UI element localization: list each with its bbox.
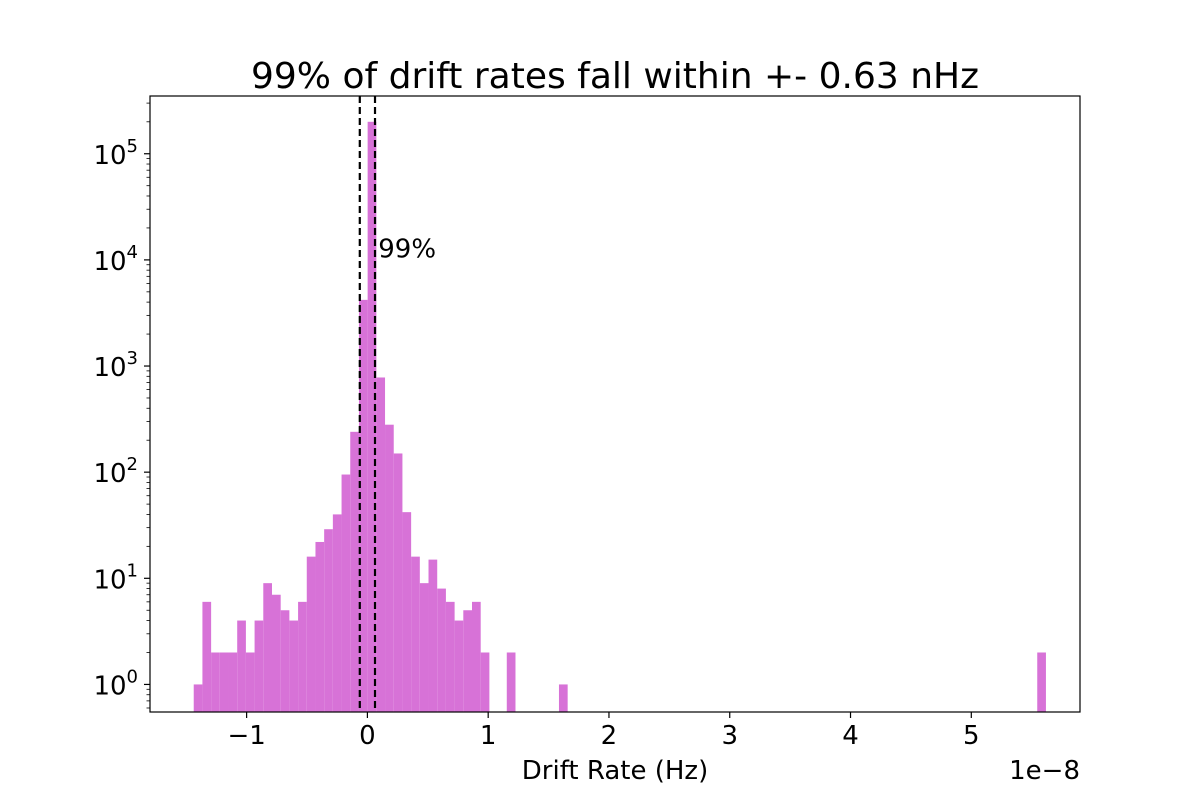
histogram-bar	[280, 610, 290, 712]
bars-group	[193, 121, 1046, 713]
histogram-bar	[228, 652, 238, 712]
y-tick-label: 101	[93, 560, 138, 595]
histogram-bar	[506, 652, 516, 712]
histogram-bar	[558, 684, 568, 712]
histogram-bar	[402, 512, 412, 712]
percent-annotation: 99%	[378, 235, 436, 265]
y-tick-label: 104	[93, 242, 138, 277]
histogram-bar	[1037, 652, 1046, 712]
histogram-bar	[263, 583, 272, 712]
histogram-bar	[419, 583, 429, 712]
histogram-bar	[306, 556, 316, 712]
histogram-bar	[237, 620, 246, 712]
histogram-bar	[367, 121, 377, 713]
histogram-bar	[211, 652, 220, 712]
histogram-bar	[315, 541, 325, 712]
histogram-bar	[454, 620, 464, 712]
histogram-bar	[341, 474, 351, 712]
histogram-bar	[472, 601, 481, 712]
x-axis-label: Drift Rate (Hz)	[522, 756, 708, 786]
x-tick-label: 2	[601, 721, 618, 751]
histogram-bar	[437, 588, 446, 712]
x-tick-label: 0	[359, 721, 376, 751]
y-tick-label: 100	[93, 666, 138, 701]
x-tick-label: 3	[721, 721, 738, 751]
histogram-bar	[358, 299, 368, 712]
histogram-bar	[393, 453, 403, 712]
histogram-bar	[463, 610, 472, 712]
y-tick-label: 102	[93, 454, 138, 489]
x-tick-label: 4	[842, 721, 859, 751]
threshold-lines	[358, 96, 377, 712]
histogram-bar	[480, 652, 490, 712]
histogram-bar	[324, 529, 333, 712]
histogram-bar	[376, 377, 386, 712]
histogram-bar	[385, 424, 394, 712]
histogram-bar	[332, 514, 342, 712]
histogram-bar	[202, 601, 212, 712]
histogram-bar	[298, 601, 307, 712]
y-tick-label: 103	[93, 348, 138, 383]
x-axis-ticks: −1 0 1 2 3 4 5	[227, 712, 980, 751]
histogram-bar	[254, 620, 264, 712]
x-tick-label: 5	[963, 721, 980, 751]
histogram-bar	[350, 431, 359, 712]
y-axis-ticks: 100 101 102 103 104 105	[93, 102, 150, 709]
histogram-bar	[193, 684, 203, 712]
histogram-bar	[289, 620, 299, 712]
histogram-bar	[245, 652, 255, 712]
histogram-bar	[445, 601, 455, 712]
x-axis-offset-label: 1e−8	[1009, 756, 1080, 786]
chart-title: 99% of drift rates fall within +- 0.63 n…	[251, 56, 979, 97]
histogram-bar	[271, 594, 281, 712]
x-tick-label: −1	[227, 721, 265, 751]
plot-frame	[149, 95, 1081, 713]
histogram-bar	[411, 556, 420, 712]
histogram-bar	[219, 652, 229, 712]
x-tick-label: 1	[480, 721, 497, 751]
histogram-bar	[428, 559, 438, 712]
y-tick-label: 105	[93, 136, 138, 171]
